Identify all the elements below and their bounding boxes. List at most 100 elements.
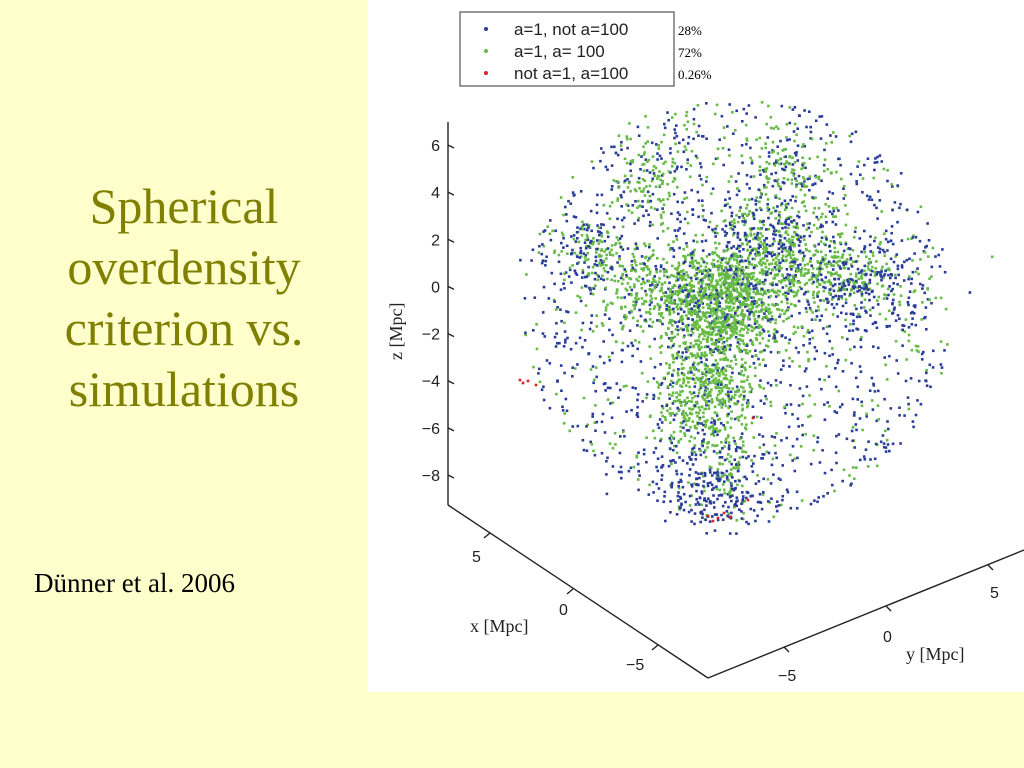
point-green — [682, 335, 686, 339]
point-blue — [611, 351, 614, 355]
point-blue — [676, 211, 680, 214]
point-green — [692, 122, 696, 126]
point-green — [675, 238, 679, 241]
point-green — [659, 320, 662, 323]
point-blue — [725, 324, 729, 327]
point-blue — [661, 322, 664, 326]
point-green — [689, 164, 692, 167]
point-green — [671, 160, 675, 164]
point-blue — [651, 480, 655, 484]
point-blue — [719, 422, 723, 425]
point-green — [825, 365, 828, 368]
point-green — [623, 174, 627, 178]
point-green — [662, 210, 665, 214]
point-green — [620, 305, 623, 309]
point-green — [704, 311, 707, 315]
point-blue — [561, 405, 564, 409]
point-blue — [540, 252, 544, 256]
point-green — [721, 397, 725, 401]
point-green — [758, 271, 762, 275]
point-blue — [542, 230, 545, 233]
point-blue — [647, 493, 651, 496]
point-green — [777, 308, 781, 311]
point-blue — [797, 244, 801, 247]
point-blue — [620, 218, 624, 222]
point-blue — [666, 275, 669, 279]
point-blue — [781, 226, 784, 230]
points-layer — [518, 101, 994, 535]
point-green — [630, 309, 633, 313]
point-green — [860, 336, 863, 339]
point-green — [709, 425, 713, 429]
point-green — [745, 297, 749, 300]
point-green — [598, 261, 601, 265]
point-green — [676, 185, 679, 189]
point-green — [635, 245, 638, 248]
point-green — [646, 199, 650, 203]
point-green — [819, 215, 823, 219]
point-green — [788, 238, 791, 241]
point-blue — [773, 253, 776, 256]
point-green — [886, 169, 889, 172]
point-green — [727, 273, 730, 276]
point-blue — [767, 500, 770, 503]
point-blue — [697, 421, 700, 425]
point-green — [687, 308, 690, 311]
point-green — [657, 308, 661, 311]
point-blue — [887, 273, 890, 277]
point-blue — [725, 232, 729, 235]
point-blue — [808, 177, 811, 180]
point-green — [719, 391, 722, 395]
point-blue — [769, 482, 773, 485]
point-green — [790, 182, 794, 185]
point-blue — [783, 236, 787, 240]
point-green — [906, 237, 910, 241]
point-blue — [835, 302, 839, 306]
point-green — [719, 402, 723, 406]
point-blue — [752, 462, 755, 465]
point-green — [715, 333, 718, 336]
point-green — [635, 454, 639, 458]
point-green — [676, 399, 680, 403]
point-green — [745, 139, 749, 142]
point-blue — [621, 248, 625, 251]
point-green — [738, 292, 741, 295]
point-green — [669, 338, 673, 341]
x-tick-mark — [651, 644, 659, 651]
point-green — [740, 422, 744, 426]
point-blue — [678, 227, 681, 230]
point-green — [878, 243, 882, 246]
point-blue — [774, 233, 777, 237]
point-green — [648, 318, 652, 321]
point-green — [775, 263, 779, 267]
point-blue — [707, 497, 710, 500]
point-green — [714, 112, 717, 116]
point-green — [634, 260, 637, 264]
point-blue — [584, 254, 588, 257]
point-blue — [697, 304, 701, 307]
point-blue — [708, 468, 712, 471]
point-green — [747, 401, 750, 405]
point-blue — [834, 385, 838, 389]
point-green — [618, 264, 622, 268]
point-blue — [863, 247, 866, 251]
point-blue — [837, 433, 841, 436]
point-blue — [868, 278, 872, 282]
point-green — [771, 457, 775, 461]
point-blue — [559, 288, 563, 291]
point-green — [611, 446, 615, 450]
point-green — [671, 264, 674, 268]
point-green — [747, 318, 750, 321]
point-green — [786, 250, 789, 253]
point-green — [740, 295, 744, 298]
point-green — [711, 252, 715, 256]
point-green — [702, 411, 705, 415]
point-green — [907, 407, 911, 411]
point-green — [754, 366, 757, 370]
point-green — [812, 211, 815, 215]
point-blue — [700, 511, 703, 514]
point-blue — [589, 292, 593, 295]
point-green — [724, 437, 728, 441]
point-blue — [708, 315, 711, 318]
point-blue — [761, 435, 765, 438]
